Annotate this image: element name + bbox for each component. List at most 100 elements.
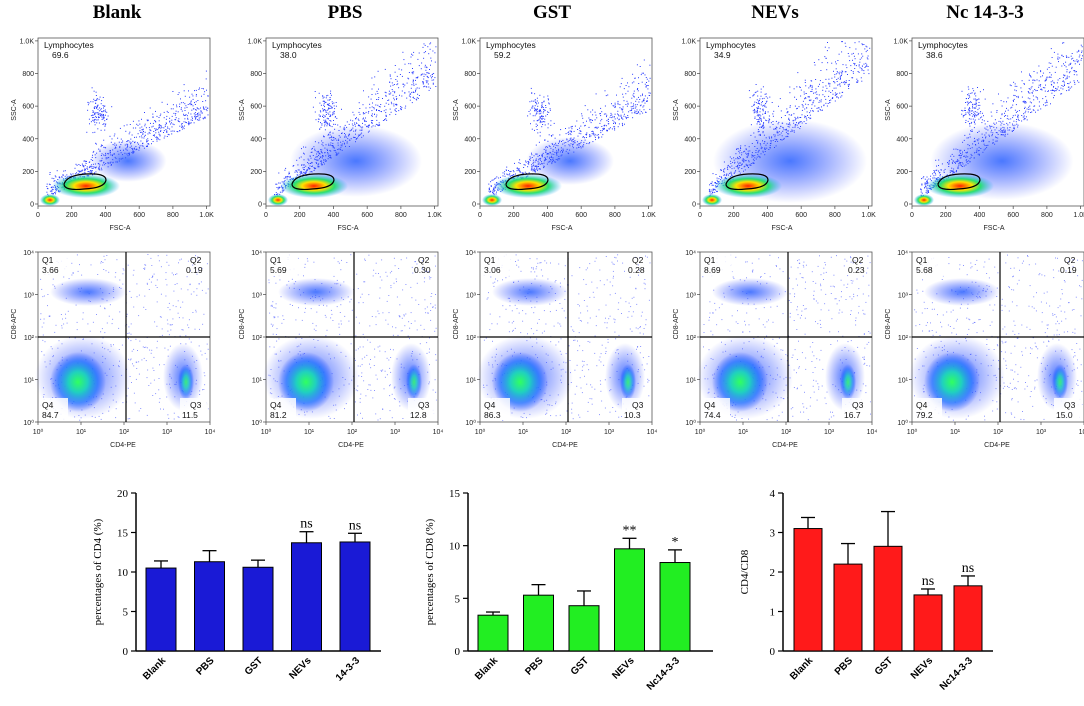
event-dot bbox=[411, 92, 412, 93]
event-dot bbox=[173, 113, 174, 114]
event-dot bbox=[430, 75, 431, 76]
event-dot bbox=[601, 401, 602, 402]
event-dot bbox=[838, 78, 839, 79]
event-dot bbox=[385, 320, 386, 321]
event-dot bbox=[832, 98, 833, 99]
event-dot bbox=[178, 118, 179, 119]
event-dot bbox=[550, 311, 551, 312]
event-dot bbox=[47, 294, 48, 295]
event-dot bbox=[757, 96, 758, 97]
event-dot bbox=[642, 113, 643, 114]
event-dot bbox=[197, 116, 198, 117]
event-dot bbox=[162, 335, 163, 336]
event-dot bbox=[592, 110, 593, 111]
event-dot bbox=[105, 259, 106, 260]
event-dot bbox=[171, 122, 172, 123]
event-dot bbox=[178, 313, 179, 314]
event-dot bbox=[604, 322, 605, 323]
event-dot bbox=[91, 121, 92, 122]
event-dot bbox=[116, 408, 117, 409]
event-dot bbox=[380, 104, 381, 105]
event-dot bbox=[184, 118, 185, 119]
event-dot bbox=[319, 103, 320, 104]
event-dot bbox=[326, 125, 327, 126]
event-dot bbox=[621, 108, 622, 109]
event-dot bbox=[389, 312, 390, 313]
event-dot bbox=[368, 384, 369, 385]
event-dot bbox=[190, 123, 191, 124]
event-dot bbox=[362, 119, 363, 120]
event-dot bbox=[184, 103, 185, 104]
event-dot bbox=[159, 260, 160, 261]
event-dot bbox=[542, 333, 543, 334]
event-dot bbox=[633, 95, 634, 96]
event-dot bbox=[77, 329, 78, 330]
x-tick-label: 10³ bbox=[162, 429, 173, 436]
event-dot bbox=[188, 113, 189, 114]
event-dot bbox=[531, 328, 532, 329]
event-dot bbox=[168, 349, 169, 350]
event-dot bbox=[525, 165, 526, 166]
event-dot bbox=[196, 101, 197, 102]
event-dot bbox=[161, 317, 162, 318]
event-dot bbox=[810, 100, 811, 101]
event-dot bbox=[330, 121, 331, 122]
event-dot bbox=[183, 317, 184, 318]
event-dot bbox=[352, 120, 353, 121]
event-dot bbox=[94, 113, 95, 114]
event-dot bbox=[358, 120, 359, 121]
event-dot bbox=[46, 186, 47, 187]
event-dot bbox=[194, 102, 195, 103]
event-dot bbox=[550, 108, 551, 109]
event-dot bbox=[97, 274, 98, 275]
event-dot bbox=[204, 117, 205, 118]
event-dot bbox=[498, 178, 499, 179]
event-dot bbox=[837, 85, 838, 86]
event-dot bbox=[778, 106, 779, 107]
event-dot bbox=[379, 351, 380, 352]
event-dot bbox=[100, 306, 101, 307]
event-dot bbox=[845, 46, 846, 47]
event-dot bbox=[543, 111, 544, 112]
event-dot bbox=[165, 279, 166, 280]
event-dot bbox=[754, 111, 755, 112]
event-dot bbox=[385, 92, 386, 93]
event-dot bbox=[587, 322, 588, 323]
event-dot bbox=[790, 107, 791, 108]
event-dot bbox=[195, 109, 196, 110]
event-dot bbox=[112, 138, 113, 139]
event-dot bbox=[648, 81, 649, 82]
event-dot bbox=[571, 127, 572, 128]
event-dot bbox=[330, 97, 331, 98]
event-dot bbox=[41, 289, 42, 290]
event-dot bbox=[615, 104, 616, 105]
event-dot bbox=[427, 307, 428, 308]
x-tick-label: 1.0K bbox=[199, 212, 214, 219]
event-dot bbox=[649, 300, 650, 301]
event-dot bbox=[435, 305, 436, 306]
event-dot bbox=[632, 331, 633, 332]
event-dot bbox=[200, 351, 201, 352]
event-dot bbox=[319, 119, 320, 120]
event-dot bbox=[539, 113, 540, 114]
event-dot bbox=[577, 350, 578, 351]
event-dot bbox=[606, 305, 607, 306]
event-dot bbox=[148, 385, 149, 386]
event-dot bbox=[637, 347, 638, 348]
event-dot bbox=[650, 262, 651, 263]
event-dot bbox=[836, 63, 837, 64]
event-dot bbox=[430, 310, 431, 311]
event-dot bbox=[329, 103, 330, 104]
event-dot bbox=[148, 133, 149, 134]
event-dot bbox=[629, 311, 630, 312]
x-tick-label: 10⁰ bbox=[475, 428, 486, 436]
event-dot bbox=[326, 317, 327, 318]
event-dot bbox=[100, 115, 101, 116]
event-dot bbox=[819, 100, 820, 101]
event-dot bbox=[200, 108, 201, 109]
event-dot bbox=[574, 370, 575, 371]
event-dot bbox=[387, 100, 388, 101]
event-dot bbox=[376, 124, 377, 125]
event-dot bbox=[166, 119, 167, 120]
event-dot bbox=[46, 192, 47, 193]
